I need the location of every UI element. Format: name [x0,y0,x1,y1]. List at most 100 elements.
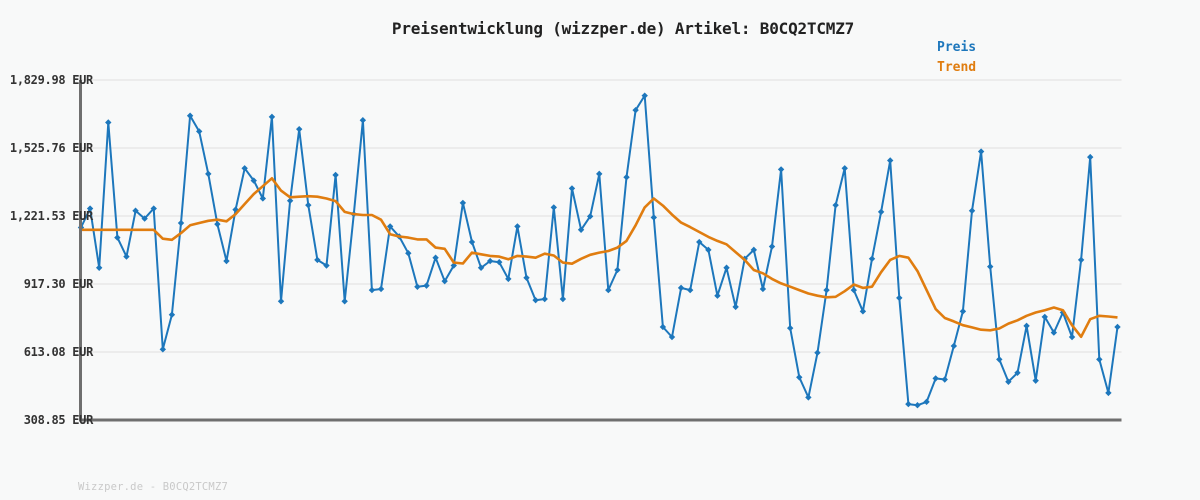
price-point-marker [923,398,930,406]
price-point-marker [386,223,394,230]
price-point-marker [332,171,339,179]
price-point-marker [1077,256,1085,264]
price-point-marker [459,199,467,207]
price-point-marker [1068,333,1076,341]
price-point-marker [768,243,776,250]
price-point-marker [932,375,939,382]
price-point-marker [441,277,448,285]
price-point-marker [950,342,958,350]
price-point-marker [877,208,885,216]
price-point-marker [268,113,276,121]
price-point-marker [1023,322,1030,330]
price-point-marker [859,308,867,315]
price-point-marker [105,119,112,126]
price-point-marker [577,226,585,233]
price-point-marker [614,266,621,274]
price-point-marker [823,286,830,294]
price-point-marker [86,205,94,212]
price-point-marker [114,234,121,241]
price-point-marker [605,286,612,294]
price-point-marker [959,308,967,315]
price-point-marker [805,394,812,401]
price-point-marker [368,286,376,294]
price-point-marker [432,254,439,261]
price-point-marker [177,219,185,227]
price-point-marker [1105,389,1112,397]
price-point-marker [1014,369,1021,377]
price-point-marker [596,170,603,178]
price-point-marker [1087,153,1094,161]
price-line [80,94,1119,407]
price-point-marker [650,214,658,221]
price-point-marker [914,402,921,409]
legend-item-preis: Preis [937,40,977,55]
price-point-marker [150,205,157,212]
axis-lines [79,80,1122,422]
price-point-marker [305,201,312,209]
price-point-marker [514,223,521,230]
price-point-marker [686,286,694,294]
price-point-marker [1096,356,1103,363]
price-point-marker [505,275,512,283]
price-point-marker [477,264,485,271]
price-point-marker [705,246,712,254]
price-point-marker [777,166,785,173]
price-point-marker [632,106,639,114]
price-point-marker [132,207,139,214]
price-point-marker [750,246,758,254]
price-point-marker [832,201,839,209]
y-axis-tick-label: 1,525.76 EUR [9,140,93,155]
legend-item-trend: Trend [937,60,977,75]
price-point-marker [241,165,248,172]
price-point-marker [696,238,703,246]
price-point-marker [541,295,548,303]
price-point-marker [423,282,430,289]
price-point-marker [1050,329,1058,336]
y-axis-tick-label: 613.08 EUR [23,344,94,359]
price-point-marker [1005,378,1012,385]
price-point-marker [250,177,257,184]
price-point-marker [496,258,503,266]
price-point-marker [796,374,803,381]
price-point-marker [1041,313,1048,321]
price-point-marker [941,376,948,383]
price-point-marker [205,170,212,178]
price-point-marker [786,324,794,332]
price-point-marker [987,263,994,270]
price-point-marker [168,311,176,318]
price-point-marker [714,292,721,299]
price-point-marker [841,165,848,172]
watermark-text: Wizzper.de - B0CQ2TCMZ7 [78,481,228,493]
y-axis-tick-label: 1,221.53 EUR [9,208,93,223]
price-point-marker [286,197,294,204]
price-point-marker [886,157,894,164]
price-point-marker [977,148,985,155]
price-point-marker [414,283,421,290]
price-point-marker [405,250,412,257]
y-axis-tick-label: 917.30 EUR [23,277,94,291]
price-point-marker [141,215,148,222]
price-point-marker [523,274,530,282]
price-point-marker [223,257,230,265]
price-point-marker [568,185,576,192]
price-point-marker [377,285,385,293]
price-point-marker [968,207,976,214]
price-point-marker [195,128,203,135]
price-point-marker [486,257,494,265]
price-point-marker [723,264,730,271]
price-point-marker [550,204,557,211]
price-point-marker [214,220,221,228]
price-point-marker [659,323,667,331]
price-point-marker [559,295,567,303]
price-point-marker [868,255,876,263]
price-point-marker [314,256,321,264]
price-point-marker [641,92,648,99]
trend-line [81,177,1118,339]
price-point-marker [996,356,1003,363]
price-point-marker [259,195,267,202]
price-point-marker [95,264,103,271]
price-point-marker [468,238,476,246]
price-point-marker [1032,377,1039,384]
